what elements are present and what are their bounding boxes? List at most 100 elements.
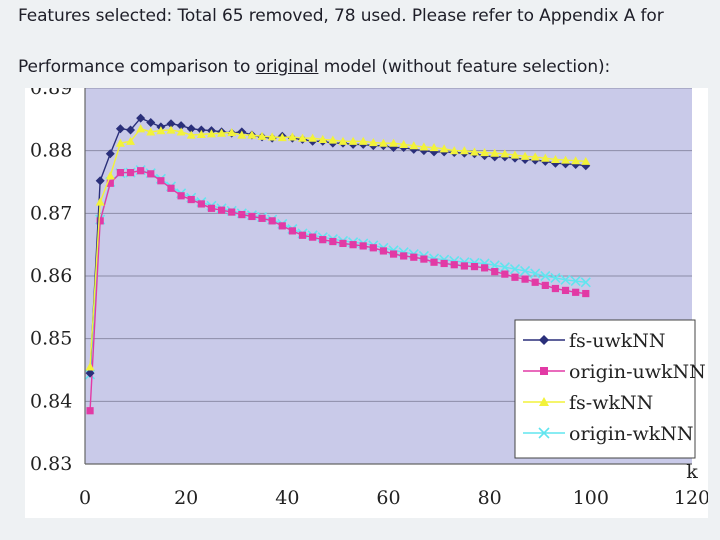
legend-item: fs-wkNN — [523, 392, 653, 414]
data-point — [499, 262, 510, 273]
data-point — [460, 262, 468, 270]
data-point — [540, 153, 550, 162]
data-point — [268, 217, 276, 225]
data-point — [318, 134, 328, 143]
legend-label: fs-uwkNN — [569, 330, 665, 352]
data-point — [228, 208, 236, 216]
caption-text-post: model (without feature selection): — [318, 57, 611, 77]
comparison-caption: Performance comparison to original model… — [18, 57, 610, 77]
caption-text-pre: Performance comparison to — [18, 57, 256, 77]
data-point — [258, 214, 266, 222]
data-point — [400, 252, 408, 260]
data-point — [511, 273, 519, 281]
data-point — [308, 133, 318, 142]
x-tick-label: 80 — [478, 487, 502, 509]
data-point — [309, 233, 317, 241]
data-point — [267, 132, 277, 141]
data-point — [349, 241, 357, 249]
data-point — [550, 154, 560, 164]
data-point — [105, 171, 115, 180]
data-point — [538, 427, 550, 439]
data-point — [277, 133, 287, 142]
data-point — [106, 179, 114, 187]
data-point — [167, 184, 175, 192]
legend-item: origin-wkNN — [523, 423, 694, 445]
data-point — [540, 367, 548, 375]
caption-text-underlined: original — [255, 57, 319, 77]
data-point — [217, 128, 227, 137]
data-point — [96, 217, 104, 225]
y-tick-label: 0.85 — [30, 328, 72, 350]
data-point-stroke — [550, 272, 561, 283]
legend-item: origin-uwkNN — [523, 361, 706, 383]
data-point — [166, 119, 176, 129]
data-point — [430, 258, 438, 266]
data-point — [571, 156, 581, 165]
data-point — [490, 148, 500, 157]
x-tick-label: 40 — [275, 487, 299, 509]
data-point — [156, 126, 166, 135]
data-point — [278, 222, 286, 230]
data-point — [389, 250, 398, 258]
data-point — [409, 141, 419, 150]
data-point — [510, 150, 520, 159]
data-point-stroke — [570, 275, 581, 287]
data-point — [85, 362, 95, 371]
data-point — [137, 167, 145, 175]
x-tick-label: 20 — [174, 487, 198, 509]
data-point — [368, 138, 378, 147]
y-tick-label: 0.84 — [30, 390, 72, 412]
data-point — [439, 144, 449, 153]
x-tick-label: 120 — [674, 487, 708, 509]
data-point — [166, 125, 176, 134]
data-point — [470, 263, 479, 271]
data-point — [105, 149, 115, 159]
data-point — [248, 212, 256, 221]
data-point — [561, 155, 571, 164]
data-point — [378, 138, 388, 147]
data-point — [399, 139, 409, 148]
data-point — [176, 127, 186, 136]
data-point — [440, 259, 448, 268]
data-point — [338, 136, 348, 145]
x-axis-label: k — [686, 461, 698, 483]
data-point — [177, 192, 185, 200]
data-point — [257, 131, 267, 140]
legend-label: fs-wkNN — [569, 392, 653, 414]
data-point-stroke — [499, 262, 510, 273]
series-origin-uwkNN — [86, 167, 590, 415]
data-point-stroke — [580, 277, 591, 288]
data-point-stroke — [560, 274, 571, 285]
data-point — [580, 277, 591, 288]
data-point — [582, 289, 590, 298]
data-point — [186, 124, 196, 134]
data-point — [86, 407, 94, 415]
features-summary-line: Features selected: Total 65 removed, 78 … — [18, 6, 664, 26]
data-point — [410, 253, 418, 261]
performance-line-chart: 0.83 0.84 0.85 0.86 0.87 0.88 0.89 0 20 40 60 80 100… — [30, 88, 708, 509]
data-point — [561, 159, 571, 169]
data-point — [539, 397, 549, 406]
features-label: Features selected: — [18, 6, 173, 26]
data-point — [126, 169, 135, 177]
data-point — [217, 206, 226, 214]
data-point — [359, 242, 367, 250]
data-point — [319, 236, 327, 244]
data-point — [176, 121, 186, 131]
x-tick-label: 0 — [79, 487, 91, 509]
data-point-stroke — [538, 427, 550, 439]
data-point — [530, 268, 541, 279]
data-point — [450, 261, 458, 269]
data-point — [157, 177, 165, 185]
data-point — [419, 142, 429, 151]
data-point — [481, 264, 489, 272]
data-point — [115, 138, 125, 147]
data-point — [207, 204, 216, 212]
data-point — [238, 210, 246, 219]
data-point — [420, 255, 428, 263]
data-point — [540, 270, 551, 282]
legend-item: fs-uwkNN — [523, 330, 665, 352]
data-point — [329, 237, 337, 246]
y-tick-label: 0.88 — [30, 140, 72, 162]
data-point — [298, 133, 308, 142]
